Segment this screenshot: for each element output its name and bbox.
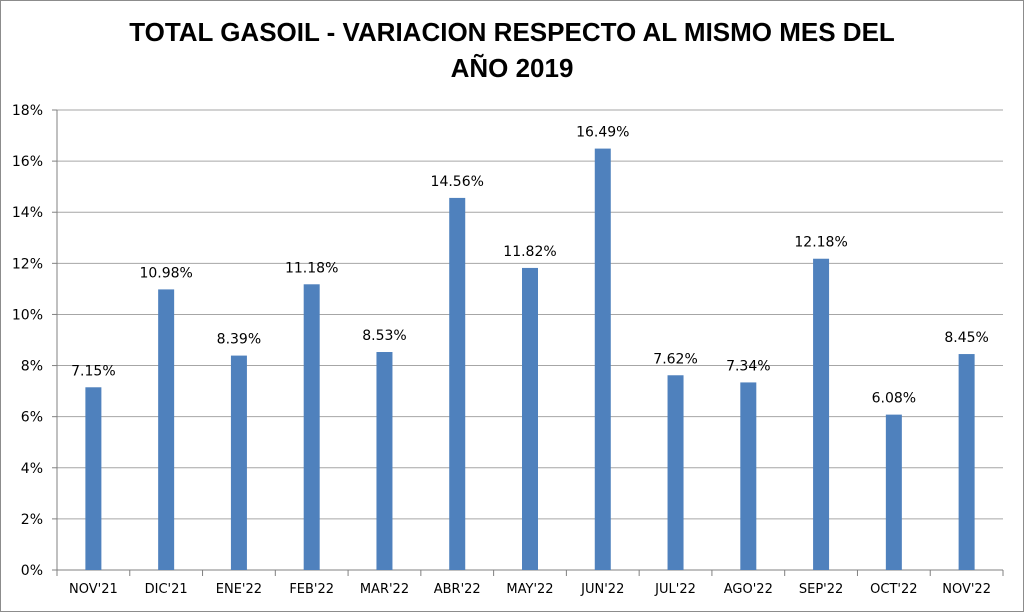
bar — [667, 375, 684, 570]
bar — [85, 387, 102, 570]
x-tick-label: FEB'22 — [289, 582, 334, 597]
data-label: 11.18% — [285, 260, 338, 276]
x-tick-label: NOV'22 — [942, 582, 991, 597]
y-tick-label: 6% — [21, 410, 43, 426]
data-label: 7.34% — [726, 358, 770, 374]
bar — [230, 355, 247, 570]
y-tick-label: 12% — [12, 256, 43, 272]
y-tick-label: 18% — [12, 103, 43, 119]
bar — [449, 197, 466, 570]
bar — [740, 382, 757, 570]
x-tick-label: MAY'22 — [506, 582, 553, 597]
data-label: 7.62% — [653, 351, 697, 367]
x-tick-label: ENE'22 — [216, 582, 262, 597]
x-tick-label: OCT'22 — [870, 582, 917, 597]
y-tick-label: 0% — [21, 563, 43, 579]
bar — [522, 267, 538, 570]
x-tick-label: AGO'22 — [724, 582, 773, 597]
chart-title-line-2: AÑO 2019 — [450, 53, 574, 83]
x-tick-label: JUL'22 — [654, 582, 696, 597]
y-tick-label: 2% — [21, 512, 43, 528]
data-label: 7.15% — [71, 363, 115, 379]
bar — [594, 148, 611, 571]
bar — [958, 354, 975, 570]
data-label: 14.56% — [431, 174, 484, 190]
data-label: 8.53% — [362, 328, 406, 344]
x-tick-label: NOV'21 — [69, 582, 118, 597]
y-tick-label: 14% — [12, 205, 43, 221]
y-tick-label: 10% — [12, 307, 43, 323]
data-label: 10.98% — [139, 265, 192, 281]
chart-title: TOTAL GASOIL - VARIACION RESPECTO AL MIS… — [0, 14, 1024, 86]
x-tick-label: MAR'22 — [360, 582, 409, 597]
bar — [885, 414, 902, 570]
data-label: 11.82% — [503, 244, 556, 260]
data-label: 12.18% — [794, 235, 847, 251]
x-tick-label: SEP'22 — [799, 582, 843, 597]
bar — [303, 284, 320, 570]
x-tick-label: JUN'22 — [580, 582, 624, 597]
data-label: 16.49% — [576, 125, 629, 141]
bar — [158, 289, 175, 570]
data-label: 6.08% — [872, 391, 916, 407]
y-tick-label: 4% — [21, 461, 43, 477]
y-tick-label: 8% — [21, 359, 43, 375]
x-tick-label: DIC'21 — [145, 582, 188, 597]
y-tick-label: 16% — [12, 154, 43, 170]
bar — [813, 258, 830, 570]
bar — [376, 352, 393, 570]
chart-title-line-1: TOTAL GASOIL - VARIACION RESPECTO AL MIS… — [129, 17, 895, 47]
x-tick-label: ABR'22 — [434, 582, 481, 597]
data-label: 8.45% — [944, 330, 988, 346]
data-label: 8.39% — [217, 332, 261, 348]
